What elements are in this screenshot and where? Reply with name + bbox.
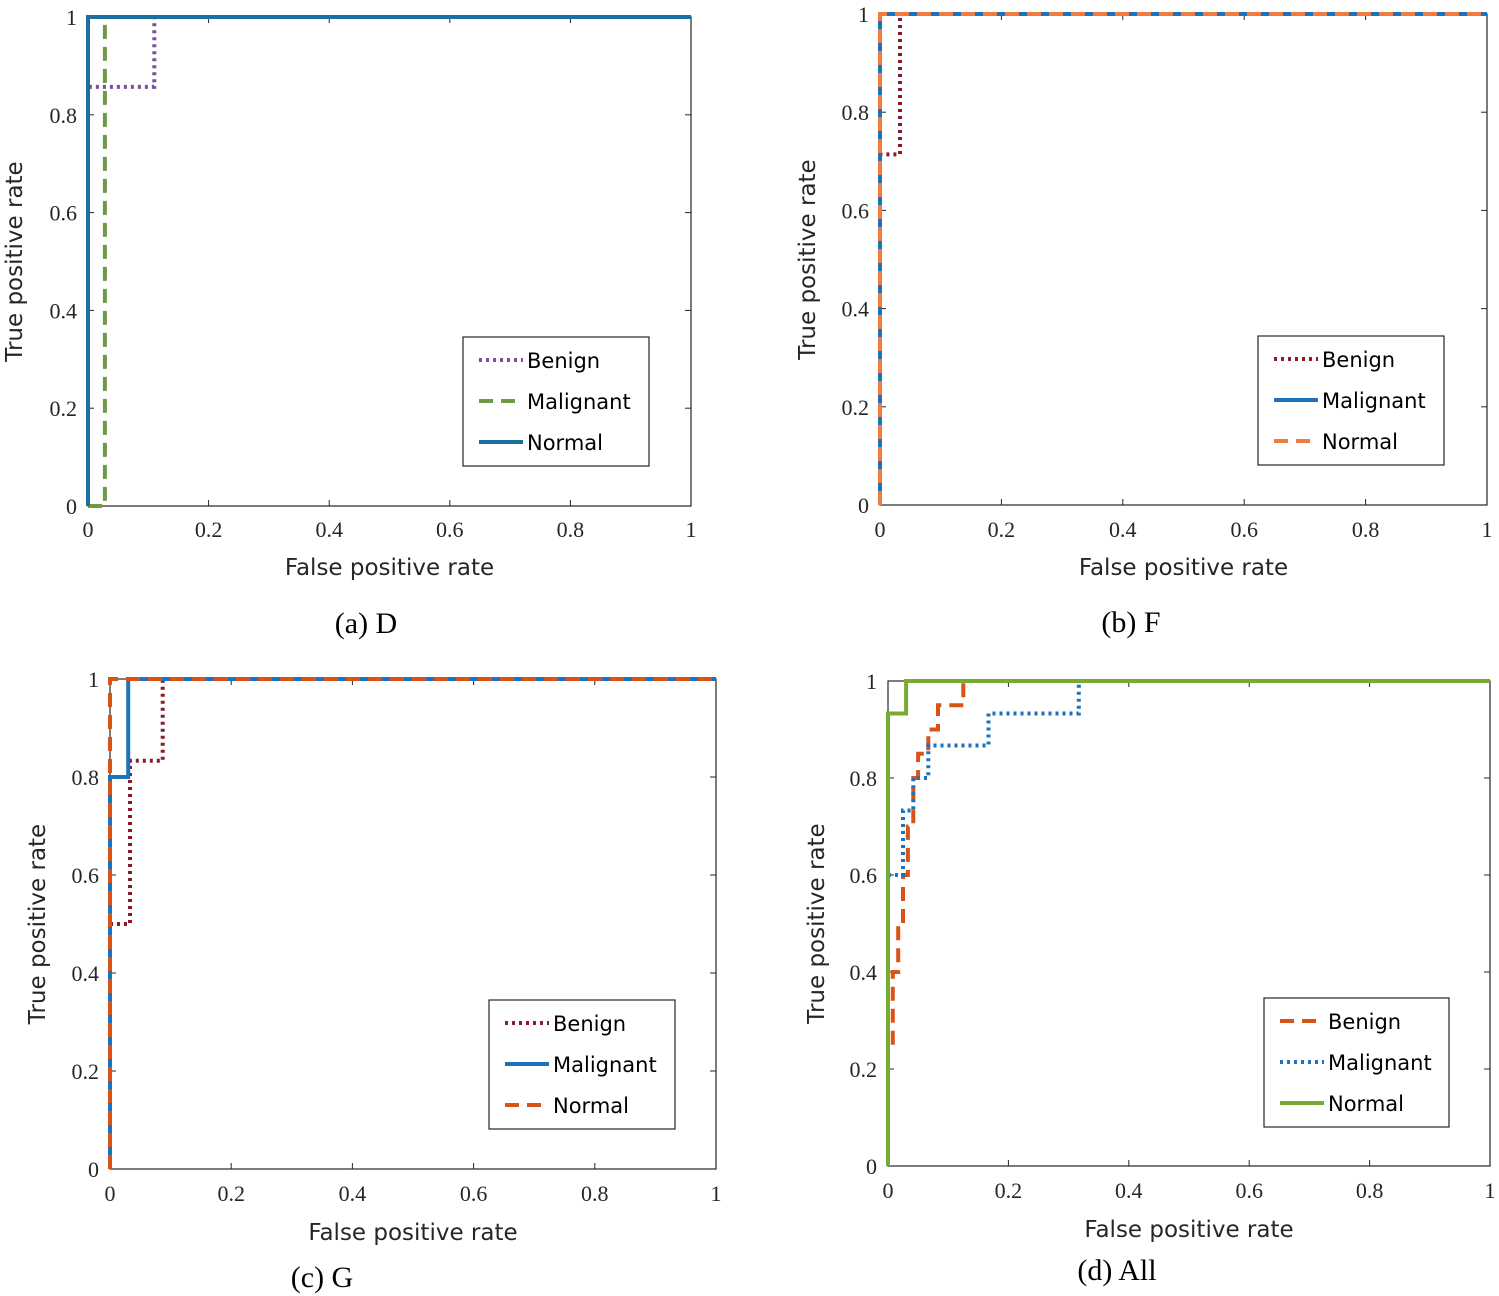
x-tick-label: 0.6 (1230, 517, 1258, 542)
x-tick-label: 1 (1485, 1178, 1496, 1203)
y-tick-label: 0.4 (72, 961, 100, 986)
y-tick-label: 1 (88, 667, 99, 692)
x-axis-label: False positive rate (285, 555, 494, 581)
y-tick-label: 0.4 (50, 298, 78, 323)
legend: Benign Malignant Normal (488, 999, 676, 1130)
x-tick-label: 0.4 (339, 1181, 367, 1206)
y-tick-label: 1 (866, 669, 877, 694)
x-tick-label: 1 (686, 517, 697, 542)
chart-caption: (b) F (1101, 606, 1160, 639)
y-tick-label: 0 (66, 494, 77, 519)
y-tick-label: 0.6 (72, 863, 100, 888)
x-tick-label: 1 (1482, 517, 1493, 542)
x-tick-label: 0.8 (1352, 517, 1380, 542)
y-tick-label: 0.2 (72, 1059, 100, 1084)
x-tick-label: 0.4 (315, 517, 343, 542)
y-tick-label: 0.2 (850, 1057, 878, 1082)
legend: Benign Malignant Normal (1257, 335, 1445, 466)
x-tick-label: 0.6 (1235, 1178, 1263, 1203)
legend-label-benign: Benign (553, 1012, 626, 1036)
x-tick-label: 0 (883, 1178, 894, 1203)
y-axis-label: True positive rate (25, 824, 51, 1025)
series-line-normal (86, 15, 691, 506)
y-tick-label: 0.8 (72, 765, 100, 790)
x-tick-label: 0.6 (460, 1181, 488, 1206)
y-tick-label: 0.4 (842, 297, 870, 322)
y-tick-label: 0 (866, 1154, 877, 1179)
x-tick-label: 0.6 (436, 517, 464, 542)
x-tick-label: 0 (875, 517, 886, 542)
chart-all: 0 0.2 0.4 0.6 0.8 1 0 0.2 0.4 0.6 0.8 1 False positi… (804, 669, 1496, 1287)
x-tick-label: 0.8 (557, 517, 585, 542)
series-line-malignant (888, 679, 1490, 877)
y-tick-label: 1 (858, 2, 869, 27)
y-tick-label: 0.6 (842, 198, 870, 223)
y-tick-label: 0 (858, 493, 869, 518)
chart-g: 0 0.2 0.4 0.6 0.8 1 0 0.2 0.4 0.6 0.8 1 False positi… (25, 667, 722, 1294)
legend: Benign Malignant Normal (1263, 997, 1450, 1128)
series-line-normal (886, 679, 1490, 1166)
y-tick-label: 0.8 (842, 100, 870, 125)
x-tick-label: 0.8 (1356, 1178, 1384, 1203)
legend-label-benign: Benign (527, 349, 600, 373)
y-tick-label: 1 (66, 5, 77, 30)
series-line-normal (878, 12, 1487, 505)
legend: Benign Malignant Normal (462, 336, 650, 467)
y-tick-label: 0.8 (50, 103, 78, 128)
x-tick-label: 0.2 (995, 1178, 1023, 1203)
x-tick-label: 0.2 (195, 517, 223, 542)
x-tick-label: 0 (105, 1181, 116, 1206)
y-tick-label: 0.2 (842, 395, 870, 420)
y-tick-label: 0.4 (850, 960, 878, 985)
x-tick-label: 0.2 (988, 517, 1016, 542)
x-axis-label: False positive rate (1084, 1217, 1293, 1243)
x-tick-label: 0.2 (217, 1181, 245, 1206)
legend-label-malignant: Malignant (553, 1053, 657, 1077)
x-tick-label: 0.4 (1109, 517, 1137, 542)
x-tick-label: 0 (83, 517, 94, 542)
y-tick-label: 0 (88, 1157, 99, 1182)
series-line-normal (108, 677, 716, 1169)
legend-label-normal: Normal (1322, 430, 1398, 454)
series-line-benign (890, 679, 1490, 1045)
legend-label-malignant: Malignant (527, 390, 631, 414)
y-tick-label: 0.6 (50, 201, 78, 226)
y-axis-label: True positive rate (804, 823, 830, 1024)
x-tick-label: 0.8 (581, 1181, 609, 1206)
legend-label-normal: Normal (1328, 1092, 1404, 1116)
chart-caption: (d) All (1077, 1254, 1156, 1287)
x-axis-label: False positive rate (308, 1220, 517, 1246)
x-tick-label: 1 (711, 1181, 722, 1206)
legend-label-normal: Normal (527, 431, 603, 455)
chart-d: 0 0.2 0.4 0.6 0.8 1 0 0.2 0.4 0.6 0.8 1 False positi… (2, 5, 697, 640)
y-tick-label: 0.2 (50, 396, 78, 421)
legend-label-benign: Benign (1328, 1010, 1401, 1034)
legend-label-malignant: Malignant (1328, 1051, 1432, 1075)
x-axis-label: False positive rate (1079, 555, 1288, 581)
chart-caption: (a) D (335, 607, 397, 640)
legend-label-malignant: Malignant (1322, 389, 1426, 413)
chart-f: 0 0.2 0.4 0.6 0.8 1 0 0.2 0.4 0.6 0.8 1 False positi… (795, 2, 1493, 639)
y-tick-label: 0.6 (850, 863, 878, 888)
y-tick-label: 0.8 (850, 766, 878, 791)
chart-caption: (c) G (291, 1261, 353, 1294)
legend-label-normal: Normal (553, 1094, 629, 1118)
y-axis-label: True positive rate (2, 161, 28, 362)
series-line-benign (86, 15, 691, 506)
y-axis-label: True positive rate (795, 159, 821, 360)
x-tick-label: 0.4 (1115, 1178, 1143, 1203)
legend-label-benign: Benign (1322, 348, 1395, 372)
